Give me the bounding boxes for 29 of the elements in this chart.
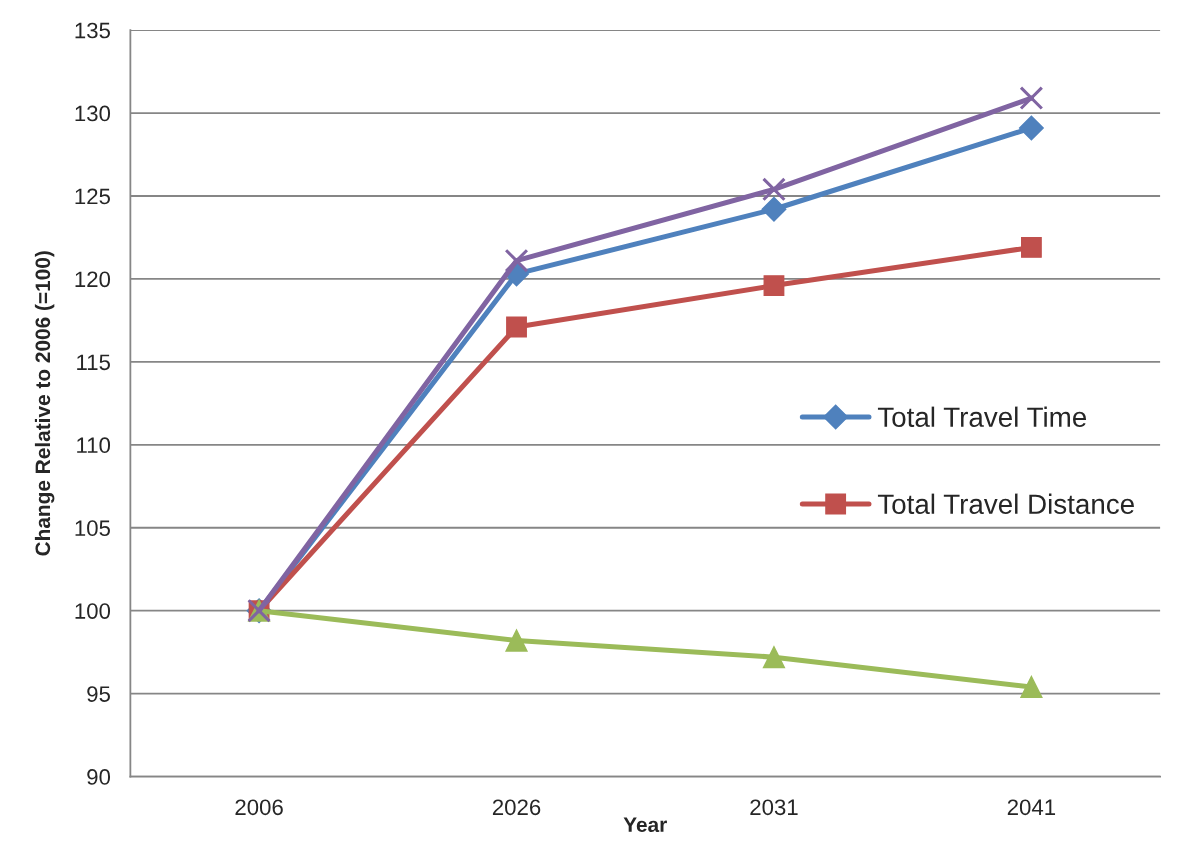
- y-tick-label: 90: [87, 769, 111, 785]
- y-tick-label: 135: [75, 22, 110, 39]
- point: [761, 196, 787, 222]
- y-tick-label: 105: [75, 520, 110, 537]
- y-tick-label: 110: [77, 437, 111, 454]
- x-tick-label: 2006: [235, 799, 283, 816]
- point: [1018, 115, 1044, 141]
- x-tick-label: 2026: [492, 799, 541, 816]
- y-tick-label: 100: [75, 603, 111, 619]
- y-axis-title: Change Relative to 2006 (=100): [34, 251, 55, 556]
- point: [504, 248, 529, 273]
- legend-label: Total Travel Distance: [877, 493, 1134, 515]
- point: [506, 316, 527, 338]
- point: [762, 177, 786, 202]
- point: [762, 646, 786, 669]
- y-tick-label: 95: [87, 686, 110, 702]
- x-tick-label: 2031: [750, 799, 798, 816]
- point: [1020, 236, 1042, 258]
- legend-label: Total Travel Time: [877, 406, 1087, 428]
- point: [1019, 86, 1044, 111]
- y-tick-label: 125: [75, 188, 110, 205]
- y-tick-label: 130: [75, 105, 111, 122]
- point: [763, 275, 785, 296]
- y-tick-label: 115: [77, 354, 110, 371]
- point: [1020, 675, 1043, 699]
- y-tick-label: 120: [75, 271, 111, 288]
- x-tick-label: 2041: [1007, 799, 1056, 816]
- point: [505, 629, 528, 652]
- x-axis-title: Year: [623, 817, 667, 833]
